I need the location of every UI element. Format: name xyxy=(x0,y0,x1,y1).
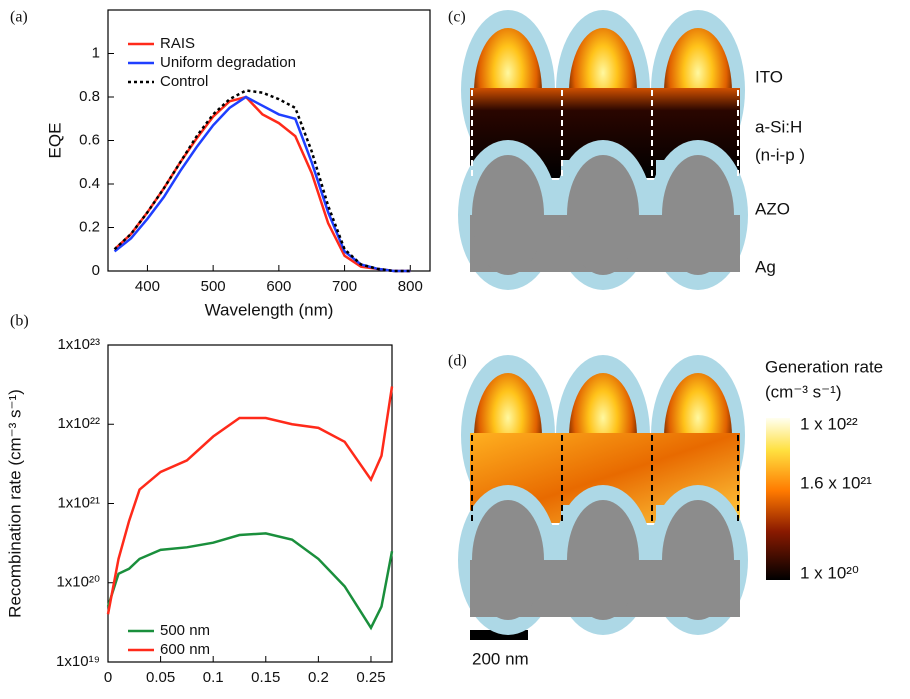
ag-dome xyxy=(472,155,544,275)
x-tick-label: 400 xyxy=(135,278,160,295)
azo-gap xyxy=(656,160,664,190)
layer-label: a-Si:H xyxy=(755,117,802,136)
y-axis-label: EQE xyxy=(45,123,64,159)
colorbar-label: 1.6 x 10²¹ xyxy=(800,473,872,492)
x-tick-label: 600 xyxy=(266,278,291,295)
x-tick-label: 500 xyxy=(201,278,226,295)
panel-label: (a) xyxy=(10,9,28,26)
x-tick-label: 800 xyxy=(398,278,423,295)
legend-label: Control xyxy=(160,73,208,90)
colorbar-unit: (cm⁻³ s⁻¹) xyxy=(765,382,841,401)
device-structure xyxy=(458,10,748,290)
data-line xyxy=(106,386,394,615)
x-tick-label: 700 xyxy=(332,278,357,295)
y-tick-label: 1x10¹⁹ xyxy=(56,653,100,670)
layer-label: Ag xyxy=(755,257,776,276)
colorbar-label: 1 x 10²² xyxy=(800,414,858,433)
y-tick-label: 0.4 xyxy=(79,175,100,192)
x-axis-label: Wavelength (nm) xyxy=(205,300,334,319)
azo-gap xyxy=(561,160,569,190)
colorbar-label: 1 x 10²⁰ xyxy=(800,563,859,582)
x-tick-label: 0 xyxy=(104,669,112,686)
ag-dome xyxy=(662,500,734,620)
plot-frame xyxy=(107,9,431,272)
panel-label: (b) xyxy=(10,313,29,330)
y-tick-label: 0.8 xyxy=(79,88,100,105)
y-tick-label: 1x10²² xyxy=(57,415,100,432)
device-structure xyxy=(458,355,748,635)
ag-dome xyxy=(567,500,639,620)
ag-dome xyxy=(567,155,639,275)
x-tick-label: 0.05 xyxy=(146,669,175,686)
legend-label: RAIS xyxy=(160,35,195,52)
colorbar xyxy=(766,418,790,580)
legend-label: 600 nm xyxy=(160,641,210,658)
y-tick-label: 1x10²¹ xyxy=(57,494,100,511)
y-tick-label: 1x10²⁰ xyxy=(56,574,100,591)
y-tick-label: 0.6 xyxy=(79,131,100,148)
data-line xyxy=(113,95,411,273)
azo-gap xyxy=(656,505,664,535)
y-tick-label: 1x10²³ xyxy=(57,336,100,353)
legend-label: Uniform degradation xyxy=(160,54,296,71)
data-line xyxy=(113,89,411,273)
ag-dome xyxy=(472,500,544,620)
scale-bar xyxy=(470,630,528,640)
legend-label: 500 nm xyxy=(160,622,210,639)
layer-label: AZO xyxy=(755,199,790,218)
layer-label: (n-i-p ) xyxy=(755,145,805,164)
data-line xyxy=(106,532,394,631)
layer-label: ITO xyxy=(755,67,783,86)
ag-dome xyxy=(662,155,734,275)
panel-label: (d) xyxy=(448,353,467,370)
panel-label: (c) xyxy=(448,9,466,26)
data-line xyxy=(113,95,411,273)
x-tick-label: 0.1 xyxy=(203,669,224,686)
y-axis-label: Recombination rate (cm⁻³ s⁻¹) xyxy=(5,389,24,618)
y-tick-label: 0 xyxy=(92,262,100,279)
scale-bar-label: 200 nm xyxy=(472,649,529,668)
azo-gap xyxy=(561,505,569,535)
colorbar-title: Generation rate xyxy=(765,357,883,376)
x-tick-label: 0.2 xyxy=(308,669,329,686)
y-tick-label: 0.2 xyxy=(79,218,100,235)
x-tick-label: 0.25 xyxy=(356,669,385,686)
plot-frame xyxy=(107,344,393,663)
x-tick-label: 0.15 xyxy=(251,669,280,686)
y-tick-label: 1 xyxy=(92,44,100,61)
